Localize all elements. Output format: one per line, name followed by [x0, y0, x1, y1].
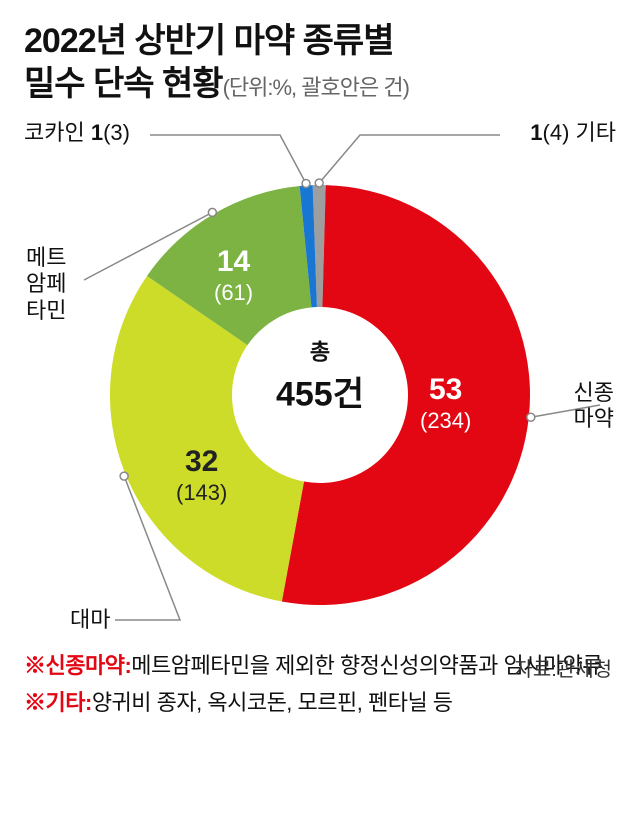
leader-line	[150, 135, 310, 187]
title-area: 2022년 상반기 마약 종류별 밀수 단속 현황(단위:%, 괄호안은 건)	[0, 0, 640, 105]
center-bottom: 455건	[276, 367, 364, 416]
value-cannabis: 32 (143)	[176, 445, 227, 505]
label-other: 1(4) 기타	[530, 115, 616, 147]
label-cocaine-sub: (3)	[103, 120, 130, 145]
title-unit: (단위:%, 괄호안은 건)	[223, 75, 409, 100]
title-line1: 2022년 상반기 마약 종류별	[24, 20, 616, 63]
label-cocaine: 코카인 1(3)	[24, 115, 130, 147]
label-cannabis: 대마	[70, 607, 110, 633]
label-other-sub: (4)	[543, 120, 576, 145]
center-label: 총 455건	[276, 335, 364, 416]
label-cocaine-name: 코카인	[24, 120, 91, 145]
title-line2: 밀수 단속 현황(단위:%, 괄호안은 건)	[24, 63, 616, 106]
footnote-2-text: 양귀비 종자, 옥시코돈, 모르핀, 펜타닐 등	[92, 690, 453, 715]
slice-cannabis	[110, 276, 304, 602]
footnote-1-key: ※신종마약:	[24, 653, 131, 678]
source: 자료:관세청	[514, 653, 612, 682]
label-cocaine-val: 1	[91, 120, 103, 145]
footnote-2: ※기타:양귀비 종자, 옥시코돈, 모르핀, 펜타닐 등	[24, 688, 616, 719]
label-other-name: 기타	[576, 120, 616, 145]
footnote-2-key: ※기타:	[24, 690, 92, 715]
title-line2-bold: 밀수 단속 현황	[24, 65, 223, 103]
label-meth: 메트암페타민	[26, 245, 66, 324]
value-meth: 14 (61)	[214, 245, 253, 305]
label-other-val: 1	[530, 120, 542, 145]
center-top: 총	[276, 335, 364, 367]
value-new-drugs: 53 (234)	[420, 373, 471, 433]
footnotes: 자료:관세청 ※신종마약:메트암페타민을 제외한 향정신성의약품과 임시마약류 …	[0, 651, 640, 739]
leader-line	[315, 135, 500, 187]
donut-chart: 총 455건 코카인 1(3) 1(4) 기타 신종마약 대마 메트암페타민 5…	[0, 105, 640, 645]
label-new-drugs: 신종마약	[574, 380, 614, 433]
